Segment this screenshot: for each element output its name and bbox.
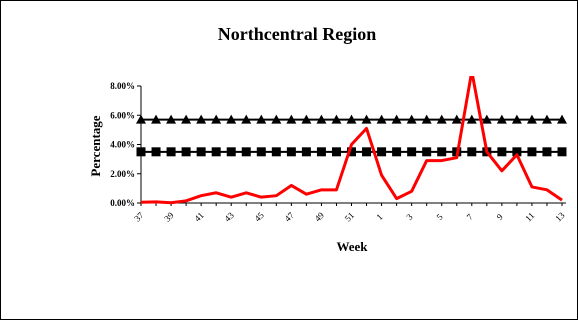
square-marker: [527, 147, 537, 157]
x-tick-label: 3: [404, 211, 415, 222]
square-marker: [241, 147, 251, 157]
triangle-marker: [256, 114, 267, 124]
triangle-marker: [301, 114, 312, 124]
x-tick-label: 45: [252, 210, 266, 224]
triangle-marker: [211, 114, 222, 124]
triangle-marker: [151, 114, 162, 124]
square-marker: [407, 147, 417, 157]
triangle-marker: [451, 114, 462, 124]
x-tick-label: 13: [553, 210, 567, 224]
triangle-marker: [481, 114, 492, 124]
triangle-marker: [136, 114, 146, 124]
x-tick-label: 51: [343, 210, 356, 223]
triangle-marker: [166, 114, 177, 124]
triangle-marker: [541, 114, 552, 124]
square-marker: [226, 147, 236, 157]
square-marker: [181, 147, 191, 157]
triangle-marker: [391, 114, 402, 124]
triangle-marker: [421, 114, 432, 124]
square-marker: [422, 147, 432, 157]
square-marker: [151, 147, 161, 157]
x-tick-label: 7: [465, 211, 476, 222]
square-marker: [136, 147, 146, 157]
x-tick-label: 37: [132, 210, 146, 224]
square-marker: [166, 147, 176, 157]
square-marker: [196, 147, 206, 157]
square-marker: [211, 147, 221, 157]
square-marker: [377, 147, 387, 157]
x-tick-label: 9: [495, 211, 506, 222]
y-tick-label: 0.00%: [110, 198, 135, 208]
triangle-marker: [271, 114, 282, 124]
x-tick-label: 43: [222, 210, 236, 224]
series-layer: [136, 76, 567, 205]
square-marker: [256, 147, 266, 157]
x-tick-label: 49: [313, 210, 327, 224]
axes: 0.00%2.00%4.00%6.00%8.00%37 39 41 43 45 47 49 5…: [110, 81, 567, 224]
square-marker: [347, 147, 356, 157]
triangle-marker: [466, 114, 477, 124]
triangle-marker: [196, 114, 207, 124]
x-tick-label: 41: [192, 210, 205, 223]
square-marker: [542, 147, 552, 157]
triangle-marker: [376, 114, 387, 124]
x-axis-label: Week: [336, 239, 368, 254]
x-tick-label: 47: [283, 210, 297, 224]
x-tick-label: 5: [434, 211, 445, 222]
y-tick-label: 4.00%: [110, 140, 135, 150]
square-marker: [557, 147, 567, 157]
square-marker: [331, 147, 341, 157]
x-tick-label: 11: [523, 210, 536, 223]
triangle-marker: [316, 114, 327, 124]
square-marker: [512, 147, 522, 157]
triangle-marker: [346, 114, 357, 124]
triangle-marker: [406, 114, 417, 124]
square-marker: [467, 147, 477, 157]
triangle-marker: [181, 114, 192, 124]
y-tick-label: 2.00%: [110, 169, 135, 179]
square-marker: [271, 147, 281, 157]
triangle-marker: [241, 114, 252, 124]
chart-title: Northcentral Region: [218, 24, 376, 44]
triangle-marker: [226, 114, 237, 124]
square-marker: [392, 147, 402, 157]
triangle-marker: [526, 114, 537, 124]
square-marker: [316, 147, 326, 157]
triangle-marker: [436, 114, 447, 124]
triangle-marker: [511, 114, 522, 124]
square-marker: [437, 147, 447, 157]
y-tick-label: 6.00%: [110, 110, 135, 120]
square-marker: [362, 147, 372, 157]
y-axis-label: Percentage: [88, 115, 103, 176]
triangle-marker: [557, 114, 567, 124]
triangle-marker: [286, 114, 297, 124]
triangle-marker: [496, 114, 507, 124]
square-marker: [286, 147, 296, 157]
x-tick-label: 1: [374, 212, 384, 222]
percentage-series-line: [140, 76, 563, 205]
x-tick-label: 39: [162, 210, 176, 224]
y-tick-label: 8.00%: [110, 81, 135, 91]
triangle-marker: [331, 114, 342, 124]
triangle-marker: [361, 114, 372, 124]
square-marker: [497, 147, 507, 157]
square-marker: [301, 147, 311, 157]
